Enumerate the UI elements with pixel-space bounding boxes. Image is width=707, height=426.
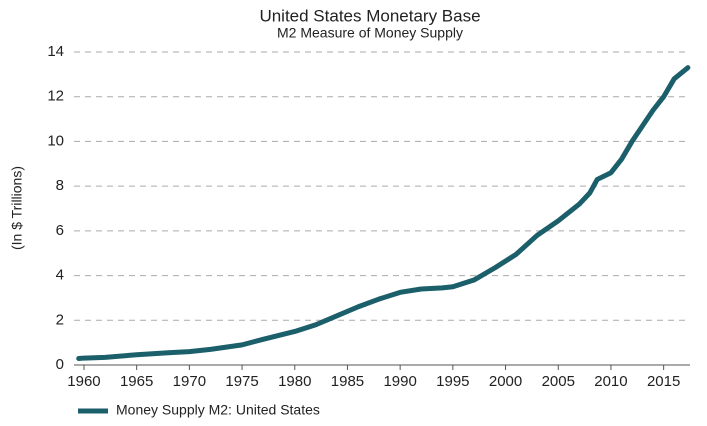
x-tick-label: 1980 — [278, 373, 311, 390]
x-tick-label: 2015 — [647, 373, 680, 390]
y-tick-label: 0 — [56, 356, 64, 373]
y-tick-label: 4 — [56, 267, 64, 284]
y-tick-label: 10 — [47, 132, 64, 149]
x-tick-label: 2010 — [594, 373, 627, 390]
chart-title: United States Monetary Base — [259, 6, 480, 25]
x-tick-label: 1990 — [383, 373, 416, 390]
x-tick-label: 1975 — [225, 373, 258, 390]
x-tick-label: 2000 — [489, 373, 522, 390]
data-line — [76, 65, 691, 362]
y-tick-label: 12 — [47, 88, 64, 105]
x-tick-label: 1965 — [120, 373, 153, 390]
y-tick-label: 2 — [56, 311, 64, 328]
x-tick-label: 1970 — [173, 373, 206, 390]
chart-subtitle: M2 Measure of Money Supply — [277, 25, 463, 41]
y-axis-label: (In $ Trillions) — [9, 166, 25, 250]
x-tick-label: 1985 — [331, 373, 364, 390]
legend-label: Money Supply M2: United States — [116, 402, 320, 418]
x-tick-label: 2005 — [542, 373, 575, 390]
y-tick-label: 14 — [47, 43, 64, 60]
y-tick-label: 8 — [56, 177, 64, 194]
y-tick-label: 6 — [56, 222, 64, 239]
x-tick-label: 1960 — [67, 373, 100, 390]
x-tick-label: 1995 — [436, 373, 469, 390]
